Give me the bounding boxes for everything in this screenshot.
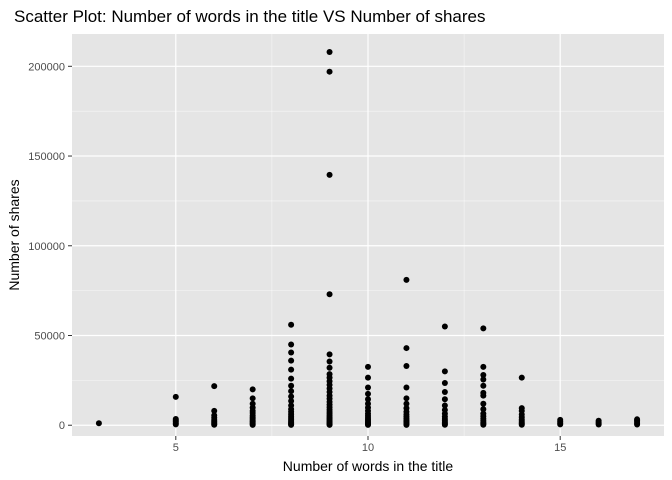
data-point bbox=[441, 396, 448, 403]
y-tick-label: 0 bbox=[59, 420, 65, 432]
data-point bbox=[172, 415, 179, 422]
data-point bbox=[480, 410, 487, 417]
data-point bbox=[326, 68, 333, 75]
chart-title: Scatter Plot: Number of words in the tit… bbox=[14, 7, 485, 26]
data-point bbox=[172, 393, 179, 400]
data-point bbox=[480, 382, 487, 389]
data-point bbox=[480, 389, 487, 396]
data-point bbox=[441, 406, 448, 413]
y-tick-label: 50000 bbox=[34, 331, 65, 343]
y-tick-label: 150000 bbox=[28, 151, 65, 163]
data-point bbox=[288, 357, 295, 364]
data-point bbox=[480, 400, 487, 407]
data-point bbox=[634, 416, 641, 423]
data-point bbox=[480, 371, 487, 378]
data-point bbox=[288, 375, 295, 382]
data-points bbox=[95, 48, 641, 428]
x-axis-ticks: 5 10 15 bbox=[173, 436, 566, 454]
data-point bbox=[365, 363, 371, 370]
x-tick-label: 15 bbox=[554, 442, 566, 454]
data-point bbox=[288, 341, 295, 348]
data-point bbox=[365, 390, 371, 397]
data-point bbox=[211, 412, 218, 419]
data-point bbox=[326, 48, 333, 55]
data-point bbox=[288, 402, 295, 409]
data-point bbox=[326, 358, 333, 365]
data-point bbox=[403, 345, 410, 352]
y-tick-label: 100000 bbox=[28, 241, 65, 253]
data-point bbox=[211, 407, 218, 414]
x-tick-label: 5 bbox=[173, 442, 179, 454]
x-axis-title: Number of words in the title bbox=[283, 458, 454, 474]
data-point bbox=[326, 351, 333, 358]
data-point bbox=[403, 384, 410, 391]
data-point bbox=[249, 386, 256, 393]
y-tick-label: 200000 bbox=[28, 61, 65, 73]
data-point bbox=[480, 363, 487, 370]
data-point bbox=[365, 384, 371, 391]
data-point bbox=[365, 374, 371, 381]
data-point bbox=[326, 364, 333, 371]
data-point bbox=[288, 398, 295, 405]
data-point bbox=[480, 325, 487, 332]
data-point bbox=[441, 402, 448, 409]
y-axis-ticks: 0 50000 100000 150000 200000 bbox=[28, 61, 72, 432]
data-point bbox=[365, 396, 371, 403]
data-point bbox=[403, 363, 410, 370]
data-point bbox=[441, 389, 448, 396]
data-point bbox=[403, 405, 410, 412]
data-point bbox=[326, 291, 333, 298]
data-point bbox=[288, 366, 295, 373]
data-point bbox=[518, 374, 525, 381]
data-point bbox=[288, 349, 295, 356]
data-point bbox=[480, 406, 487, 413]
data-point bbox=[326, 171, 333, 178]
data-point bbox=[95, 420, 102, 427]
data-point bbox=[557, 416, 564, 423]
data-point bbox=[403, 395, 410, 402]
data-point bbox=[249, 395, 256, 402]
y-axis-title: Number of shares bbox=[6, 179, 22, 290]
data-point bbox=[441, 380, 448, 387]
data-point bbox=[441, 368, 448, 375]
data-point bbox=[288, 388, 295, 395]
data-point bbox=[518, 405, 525, 412]
data-point bbox=[326, 371, 333, 378]
data-point bbox=[480, 376, 487, 383]
data-point bbox=[249, 400, 256, 407]
data-point bbox=[403, 400, 410, 407]
data-point bbox=[595, 417, 602, 424]
data-point bbox=[365, 400, 371, 407]
data-point bbox=[403, 276, 410, 283]
data-point bbox=[288, 321, 295, 328]
data-point bbox=[211, 383, 218, 390]
data-point bbox=[441, 323, 448, 330]
data-point bbox=[288, 393, 295, 400]
data-point bbox=[288, 382, 295, 389]
x-tick-label: 10 bbox=[362, 442, 374, 454]
